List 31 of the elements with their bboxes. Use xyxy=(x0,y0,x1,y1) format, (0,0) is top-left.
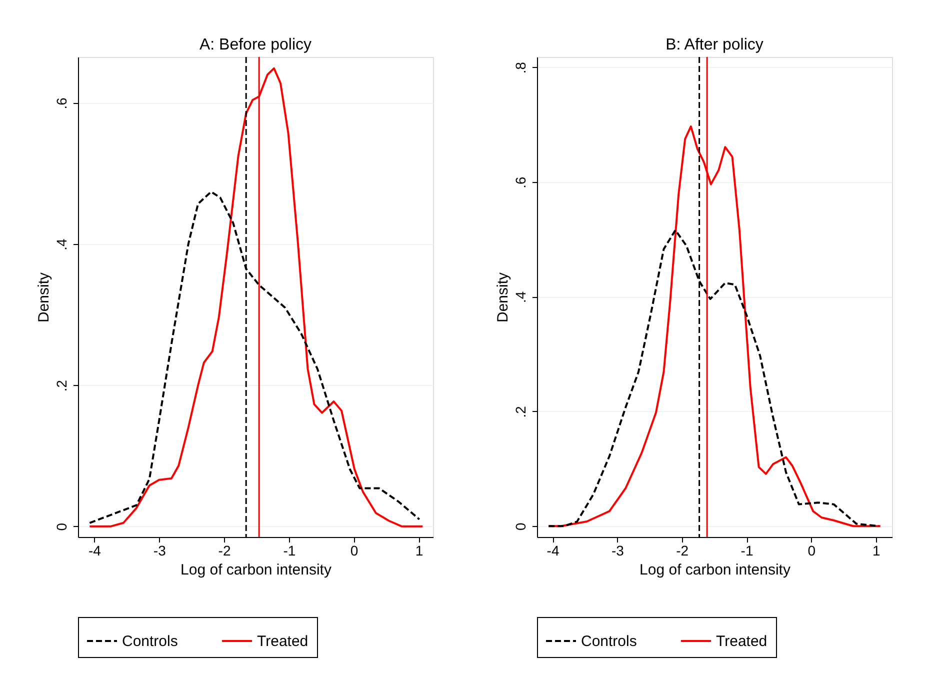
y-tick-label: .8 xyxy=(512,62,528,74)
x-tick-label: -2 xyxy=(676,542,689,558)
y-tick-label: 0 xyxy=(512,522,528,530)
chart-title: B: After policy xyxy=(666,36,764,54)
legend-label: Controls xyxy=(122,633,178,650)
x-tick-label: 1 xyxy=(415,542,424,558)
x-axis-title: Log of carbon intensity xyxy=(640,562,791,578)
x-axis-title: Log of carbon intensity xyxy=(180,562,332,578)
x-tick-label: 0 xyxy=(808,542,816,558)
y-tick-label: 0 xyxy=(54,522,70,531)
y-tick-label: .6 xyxy=(512,176,528,188)
x-tick-label: -1 xyxy=(283,542,296,558)
y-axis-title: Density xyxy=(36,272,52,323)
y-tick-label: .4 xyxy=(54,238,70,250)
x-tick-label: 1 xyxy=(872,542,880,558)
legend-label: Treated xyxy=(716,633,768,650)
y-tick-label: .4 xyxy=(512,291,528,304)
x-tick-label: -4 xyxy=(546,542,560,558)
y-tick-label: .2 xyxy=(54,380,70,392)
y-axis-title: Density xyxy=(494,272,512,323)
x-tick-label: -1 xyxy=(740,542,754,558)
y-tick-label: .6 xyxy=(54,97,70,110)
x-tick-label: -2 xyxy=(218,542,231,558)
x-tick-label: 0 xyxy=(350,542,358,558)
x-tick-label: -3 xyxy=(153,542,166,558)
x-tick-label: -3 xyxy=(611,542,624,558)
x-tick-label: -4 xyxy=(88,542,102,558)
legend-label: Controls xyxy=(581,633,637,650)
chart-title: A: Before policy xyxy=(199,36,312,54)
legend-label: Treated xyxy=(257,633,308,650)
y-tick-label: .2 xyxy=(512,406,528,418)
